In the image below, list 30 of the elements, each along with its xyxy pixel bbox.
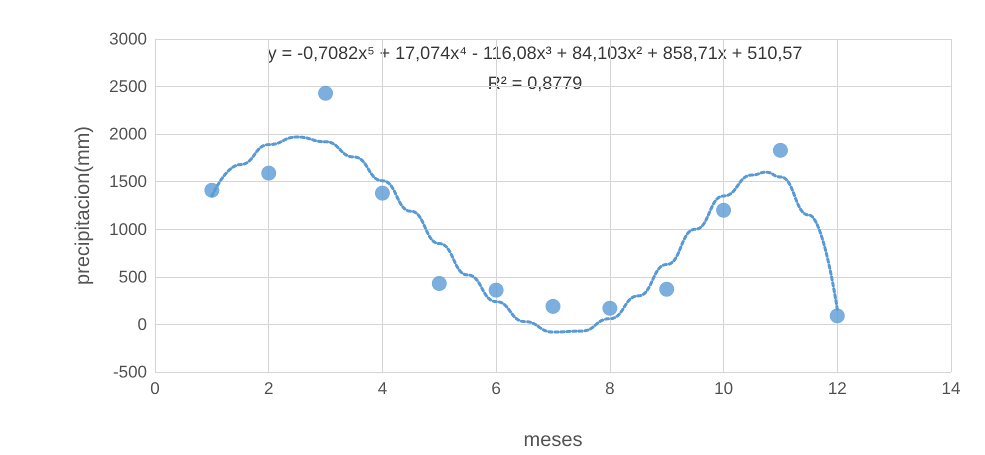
x-tick-label: 8 <box>605 379 615 398</box>
x-tick-label: 6 <box>491 379 501 398</box>
point <box>546 298 560 314</box>
x-tick-label: 4 <box>378 379 388 398</box>
y-tick-label: 1500 <box>109 172 147 192</box>
x-tick-label: 12 <box>828 379 847 398</box>
x-axis-title: meses <box>524 429 582 451</box>
y-axis-title: precipitacion(mm) <box>72 126 94 285</box>
point <box>204 182 220 198</box>
point <box>318 86 334 101</box>
y-tick-label: 1000 <box>109 220 147 239</box>
point <box>602 300 618 316</box>
x-tick-label: 2 <box>264 379 274 398</box>
y-tick-label: 3000 <box>109 30 147 48</box>
x-tick-label: 0 <box>150 379 160 398</box>
point <box>716 202 732 218</box>
point <box>374 186 390 201</box>
point <box>432 276 447 292</box>
point <box>830 308 845 324</box>
point <box>772 142 788 158</box>
point <box>261 166 276 181</box>
y-tick-label: 2000 <box>109 124 147 144</box>
point <box>488 282 504 298</box>
y-tick-label: -500 <box>112 362 147 382</box>
point <box>659 282 674 297</box>
x-tick-label: 10 <box>714 379 734 398</box>
y-tick-label: 500 <box>118 267 147 286</box>
x-tick-label: 14 <box>942 379 960 398</box>
y-tick-label: 2500 <box>109 77 147 96</box>
y-tick-label: 0 <box>138 314 147 334</box>
